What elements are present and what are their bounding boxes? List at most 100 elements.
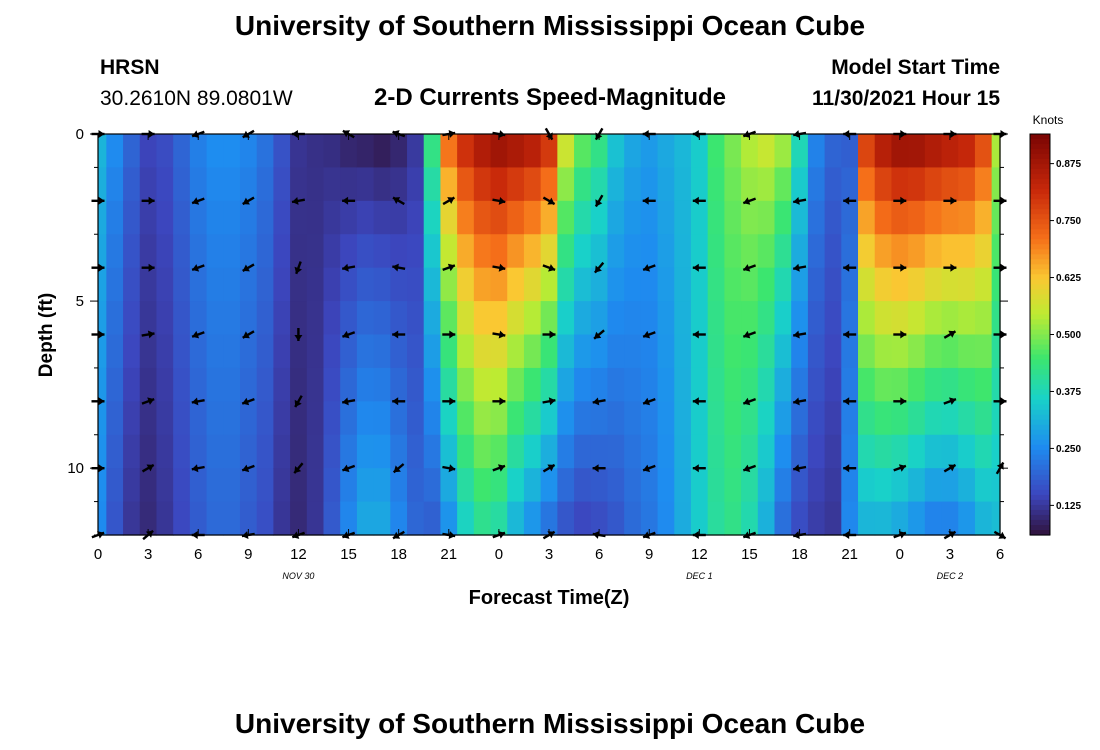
colorbar-segment — [1030, 509, 1050, 516]
heatmap-cell — [791, 200, 809, 235]
current-vector — [392, 196, 405, 206]
colorbar-segment — [1030, 274, 1050, 280]
colorbar-segment — [1030, 374, 1050, 381]
heatmap-cell — [958, 167, 976, 202]
heatmap-cell — [139, 234, 158, 269]
heatmap-cell — [540, 501, 558, 536]
vector-head — [392, 330, 399, 339]
colorbar-segment — [1030, 224, 1050, 230]
heatmap-cell — [874, 367, 893, 402]
current-vector — [893, 263, 907, 272]
heatmap-cell — [640, 200, 659, 235]
vector-head — [743, 330, 751, 339]
vector-head — [643, 397, 651, 406]
heatmap-cell — [139, 434, 158, 469]
colorbar-segment — [1030, 434, 1050, 441]
heatmap-cell — [523, 134, 542, 169]
heatmap-cell — [223, 501, 241, 536]
heatmap-cell — [824, 234, 842, 269]
x-tick-label: 3 — [946, 546, 954, 563]
heatmap-cell — [774, 367, 792, 402]
current-vector — [943, 397, 957, 405]
heatmap-cell — [891, 367, 909, 402]
heatmap-cell — [290, 200, 308, 235]
heatmap-cell — [457, 134, 475, 169]
colorbar-segment — [1030, 164, 1050, 170]
vector-head — [793, 464, 800, 473]
heatmap-cell — [98, 134, 107, 169]
heatmap-cell — [440, 267, 458, 302]
colorbar-segment — [1030, 269, 1050, 275]
heatmap-cell — [123, 167, 141, 202]
colorbar-segment — [1030, 279, 1050, 285]
heatmap-cell — [189, 267, 208, 302]
current-vector — [593, 261, 605, 274]
heatmap-cell — [189, 301, 208, 336]
vector-head — [146, 464, 154, 472]
heatmap-cell — [306, 167, 325, 202]
heatmap-cell — [423, 134, 442, 169]
heatmap-cell — [139, 134, 158, 169]
colorbar: 0.875 0.750 0.625 0.500 0.375 0.250 0.125 — [1029, 133, 1081, 536]
heatmap-cell — [356, 167, 375, 202]
heatmap-cell — [473, 134, 492, 169]
heatmap-cell — [574, 134, 592, 169]
heatmap-cell — [824, 301, 842, 336]
heatmap-cell — [841, 434, 859, 469]
heatmap-cell — [657, 301, 675, 336]
colorbar-segment — [1030, 384, 1050, 391]
heatmap-cell — [724, 334, 742, 369]
current-vector — [742, 330, 757, 339]
current-vector — [943, 263, 957, 272]
heatmap-cell — [507, 434, 525, 469]
heatmap-cell — [440, 367, 458, 402]
heatmap-cell — [290, 501, 308, 536]
vector-head — [98, 397, 105, 406]
heatmap-cell — [891, 167, 909, 202]
current-vector — [191, 197, 205, 205]
colorbar-segment — [1030, 184, 1050, 190]
colorbar-segment — [1030, 239, 1050, 245]
current-vector — [542, 330, 556, 339]
heatmap-cell — [974, 334, 993, 369]
heatmap-cell — [156, 200, 174, 235]
heatmap-cell — [457, 267, 475, 302]
heatmap-cell — [540, 468, 558, 503]
heatmap-cell — [473, 334, 492, 369]
heatmap-cell — [674, 267, 692, 302]
colorbar-segment — [1030, 419, 1050, 426]
heatmap-cell — [640, 167, 659, 202]
x-tick-label: 6 — [996, 546, 1004, 563]
heatmap-cell — [306, 267, 325, 302]
vector-head — [448, 464, 456, 473]
heatmap-cell — [624, 134, 642, 169]
heatmap-cell — [574, 334, 592, 369]
vector-head — [98, 196, 105, 205]
heatmap-cell — [807, 234, 826, 269]
heatmap-cell — [757, 468, 776, 503]
heatmap-cell — [924, 501, 943, 536]
heatmap-cell — [457, 468, 475, 503]
heatmap-cell — [958, 434, 976, 469]
heatmap-cell — [256, 267, 274, 302]
current-vector — [792, 330, 807, 339]
heatmap-cell — [123, 401, 141, 436]
current-vector — [893, 464, 907, 472]
colorbar-segment — [1030, 329, 1050, 336]
current-vector — [492, 330, 506, 339]
current-vector — [392, 397, 406, 406]
heatmap-cell — [440, 134, 458, 169]
colorbar-segment — [1030, 459, 1050, 466]
heatmap-cell — [256, 200, 274, 235]
heatmap-cell — [407, 334, 425, 369]
heatmap-cell — [507, 468, 525, 503]
heatmap-cell — [557, 367, 575, 402]
heatmap-cell — [323, 134, 341, 169]
colorbar-segment — [1030, 319, 1050, 326]
heatmap-cell — [991, 434, 1001, 469]
heatmap-cell — [741, 468, 759, 503]
current-vector — [642, 464, 656, 473]
heatmap-cell — [858, 468, 876, 503]
vector-head — [950, 196, 957, 205]
heatmap-cell — [490, 334, 508, 369]
